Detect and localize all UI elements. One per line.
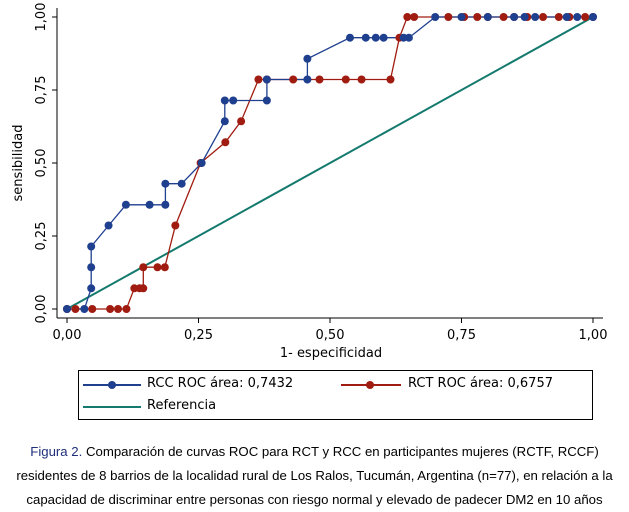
data-point-rct — [289, 75, 298, 84]
figure-caption: Figura 2. Comparación de curvas ROC para… — [0, 440, 629, 512]
data-point-rcc — [87, 242, 96, 251]
data-point-rcc — [404, 33, 413, 42]
legend: RCC ROC área: 0,7432 RCT ROC área: 0,675… — [78, 370, 593, 420]
data-point-rcc — [457, 13, 466, 21]
data-point-rct — [581, 13, 590, 21]
data-point-rcc — [63, 305, 71, 313]
series-line-referencia — [66, 16, 594, 310]
data-point-rcc — [145, 200, 154, 209]
y-tick-label: 0,50 — [34, 149, 49, 178]
data-point-rcc — [87, 263, 96, 272]
data-point-rct — [139, 263, 148, 272]
data-point-rct — [122, 305, 131, 313]
data-point-rcc — [121, 200, 130, 209]
y-tick-label: 0,25 — [34, 222, 49, 251]
caption-label: Figura 2. — [30, 444, 83, 459]
y-tick-label: 0,75 — [34, 76, 49, 105]
data-point-rct — [139, 284, 148, 293]
data-point-rcc — [220, 96, 229, 105]
data-point-rcc — [379, 33, 388, 42]
legend-rct-label: RCT ROC área: 0,6757 — [408, 376, 553, 391]
data-point-rcc — [262, 96, 271, 105]
data-point-rcc — [303, 75, 312, 84]
data-point-rct — [237, 117, 246, 126]
data-point-rct — [315, 75, 324, 84]
data-point-rcc — [361, 33, 370, 42]
data-point-rct — [386, 75, 395, 84]
data-point-rct — [153, 263, 162, 272]
chart-series — [63, 13, 597, 313]
data-point-rcc — [262, 75, 271, 84]
data-point-rct — [114, 305, 123, 313]
data-point-rcc — [303, 54, 312, 63]
data-point-rcc — [520, 13, 529, 21]
x-tick-label: 0,75 — [447, 328, 476, 343]
legend-rct-marker — [366, 381, 374, 389]
data-point-rcc — [371, 33, 380, 42]
data-point-rct — [554, 13, 563, 21]
data-point-rcc — [197, 159, 206, 167]
caption-text: Comparación de curvas ROC para RCT y RCC… — [16, 444, 613, 507]
x-tick-label: 0,25 — [184, 328, 213, 343]
data-point-rct — [499, 13, 508, 21]
data-point-rct — [88, 305, 97, 313]
data-point-rct — [171, 221, 180, 230]
x-tick-label: 1,00 — [579, 328, 608, 343]
data-point-rcc — [220, 117, 229, 126]
data-point-rcc — [177, 179, 186, 188]
legend-ref-line — [83, 406, 141, 408]
data-point-rcc — [104, 221, 113, 230]
data-point-rct — [410, 13, 419, 21]
data-point-rct — [357, 75, 366, 84]
x-axis-label: 1- especificidad — [280, 346, 382, 361]
data-point-rct — [539, 13, 548, 21]
x-tick-label: 0,00 — [53, 328, 82, 343]
data-point-rcc — [483, 13, 492, 21]
data-point-rcc — [531, 13, 540, 21]
roc-chart: 0,00 0,25 0,50 0,75 1,00 0,00 0,25 0,50 0,75 1,00… — [11, 3, 607, 361]
legend-ref-label: Referencia — [147, 398, 217, 413]
data-point-rct — [160, 263, 169, 272]
data-point-rct — [341, 75, 350, 84]
data-point-rcc — [229, 96, 238, 105]
y-tick-label: 1,00 — [34, 3, 49, 32]
x-tick-label: 0,50 — [316, 328, 345, 343]
data-point-rct — [444, 13, 453, 21]
y-tick-label: 0,00 — [34, 295, 49, 324]
y-axis-label: sensibilidad — [11, 125, 26, 202]
data-point-rct — [71, 305, 80, 313]
data-point-rct — [473, 13, 482, 21]
data-point-rcc — [161, 179, 170, 188]
data-point-rct — [254, 75, 263, 84]
data-point-rcc — [345, 33, 354, 42]
data-point-rct — [221, 138, 230, 147]
legend-rcc-label: RCC ROC área: 0,7432 — [147, 376, 294, 391]
data-point-rcc — [562, 13, 571, 21]
legend-rcc-marker — [108, 381, 116, 389]
data-point-rcc — [510, 13, 519, 21]
data-point-rct — [403, 13, 412, 21]
data-point-rcc — [87, 284, 96, 293]
data-point-rcc — [431, 13, 440, 21]
data-point-rcc — [573, 13, 582, 21]
chart-axes: 0,00 0,25 0,50 0,75 1,00 0,00 0,25 0,50 0,75 1,00 — [34, 3, 607, 343]
data-point-rcc — [589, 13, 597, 21]
data-point-rcc — [80, 305, 89, 313]
data-point-rct — [106, 305, 115, 313]
data-point-rcc — [161, 200, 170, 209]
